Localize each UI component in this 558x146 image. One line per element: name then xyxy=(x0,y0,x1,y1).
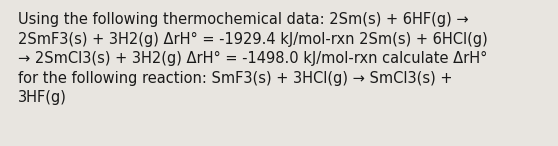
Text: → 2SmCl3(s) + 3H2(g) ΔrH° = -1498.0 kJ/mol-rxn calculate ΔrH°: → 2SmCl3(s) + 3H2(g) ΔrH° = -1498.0 kJ/m… xyxy=(18,51,487,66)
Text: for the following reaction: SmF3(s) + 3HCl(g) → SmCl3(s) +: for the following reaction: SmF3(s) + 3H… xyxy=(18,71,453,86)
Text: 2SmF3(s) + 3H2(g) ΔrH° = -1929.4 kJ/mol-rxn 2Sm(s) + 6HCl(g): 2SmF3(s) + 3H2(g) ΔrH° = -1929.4 kJ/mol-… xyxy=(18,32,488,47)
Text: 3HF(g): 3HF(g) xyxy=(18,90,67,105)
Text: Using the following thermochemical data: 2Sm(s) + 6HF(g) →: Using the following thermochemical data:… xyxy=(18,12,469,27)
